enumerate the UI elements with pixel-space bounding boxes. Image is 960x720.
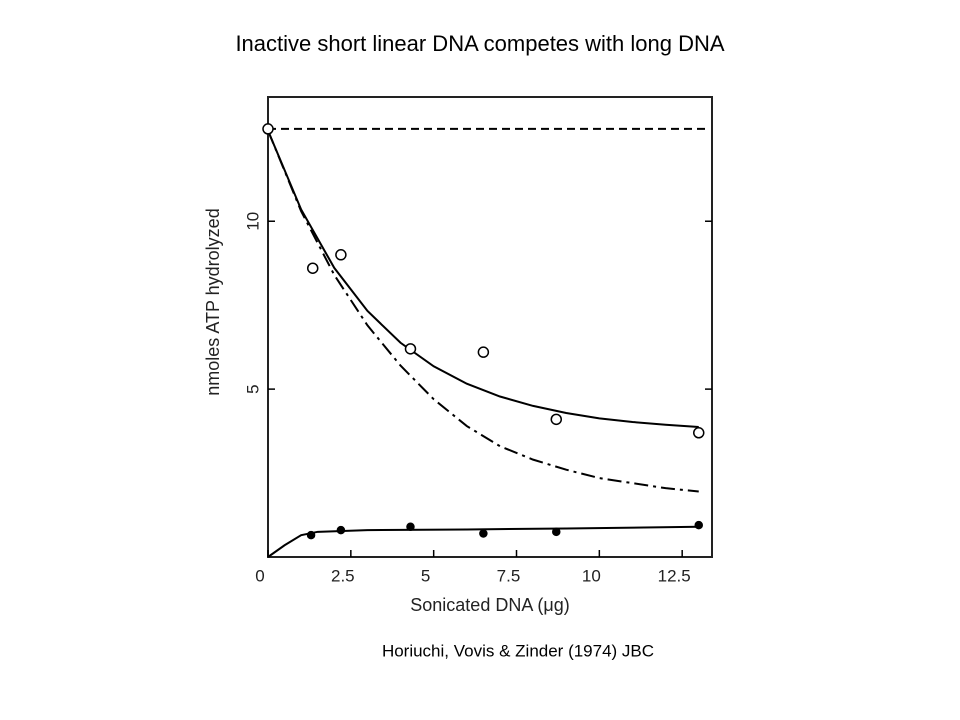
x-tick-label: 10 [582,566,601,585]
x-tick-label: 2.5 [331,566,355,585]
open-point [477,346,490,358]
filled-point [479,529,488,538]
filled-point [306,530,316,540]
x-axis-label: Sonicated DNA (μg) [410,595,569,615]
open-point [404,343,417,355]
open-point [262,123,274,135]
y-axis-label: nmoles ATP hydrolyzed [203,208,223,395]
x-tick-label: 7.5 [497,566,521,585]
x-tick-label: 0 [255,566,264,585]
filled-point [694,520,703,530]
x-tick-label: 5 [421,566,430,585]
curve [267,130,699,493]
filled-point [336,525,346,535]
source-caption: Horiuchi, Vovis & Zinder (1974) JBC [382,641,654,660]
open-point [335,249,347,261]
y-tick-label: 10 [243,212,262,231]
open-point [550,413,563,426]
open-point [692,427,705,439]
chart-title: Inactive short linear DNA competes with … [235,31,724,56]
filled-point [406,522,415,532]
curve [267,130,699,429]
open-point [306,262,319,274]
y-tick-label: 5 [243,384,262,393]
plot-frame [267,96,713,558]
x-tick-label: 12.5 [658,566,691,585]
filled-point [552,527,561,537]
